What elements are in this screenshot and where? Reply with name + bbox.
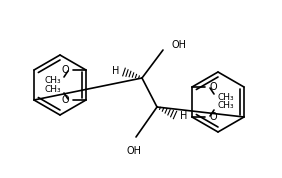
Text: O: O: [61, 65, 69, 75]
Text: CH₃: CH₃: [44, 85, 61, 93]
Text: CH₃: CH₃: [217, 101, 234, 111]
Text: O: O: [209, 112, 217, 122]
Text: O: O: [61, 95, 69, 105]
Text: CH₃: CH₃: [44, 77, 61, 85]
Text: CH₃: CH₃: [217, 93, 234, 103]
Text: OH: OH: [127, 146, 142, 156]
Text: H: H: [180, 111, 187, 121]
Text: H: H: [112, 66, 119, 76]
Text: O: O: [209, 82, 217, 92]
Text: OH: OH: [171, 40, 186, 50]
